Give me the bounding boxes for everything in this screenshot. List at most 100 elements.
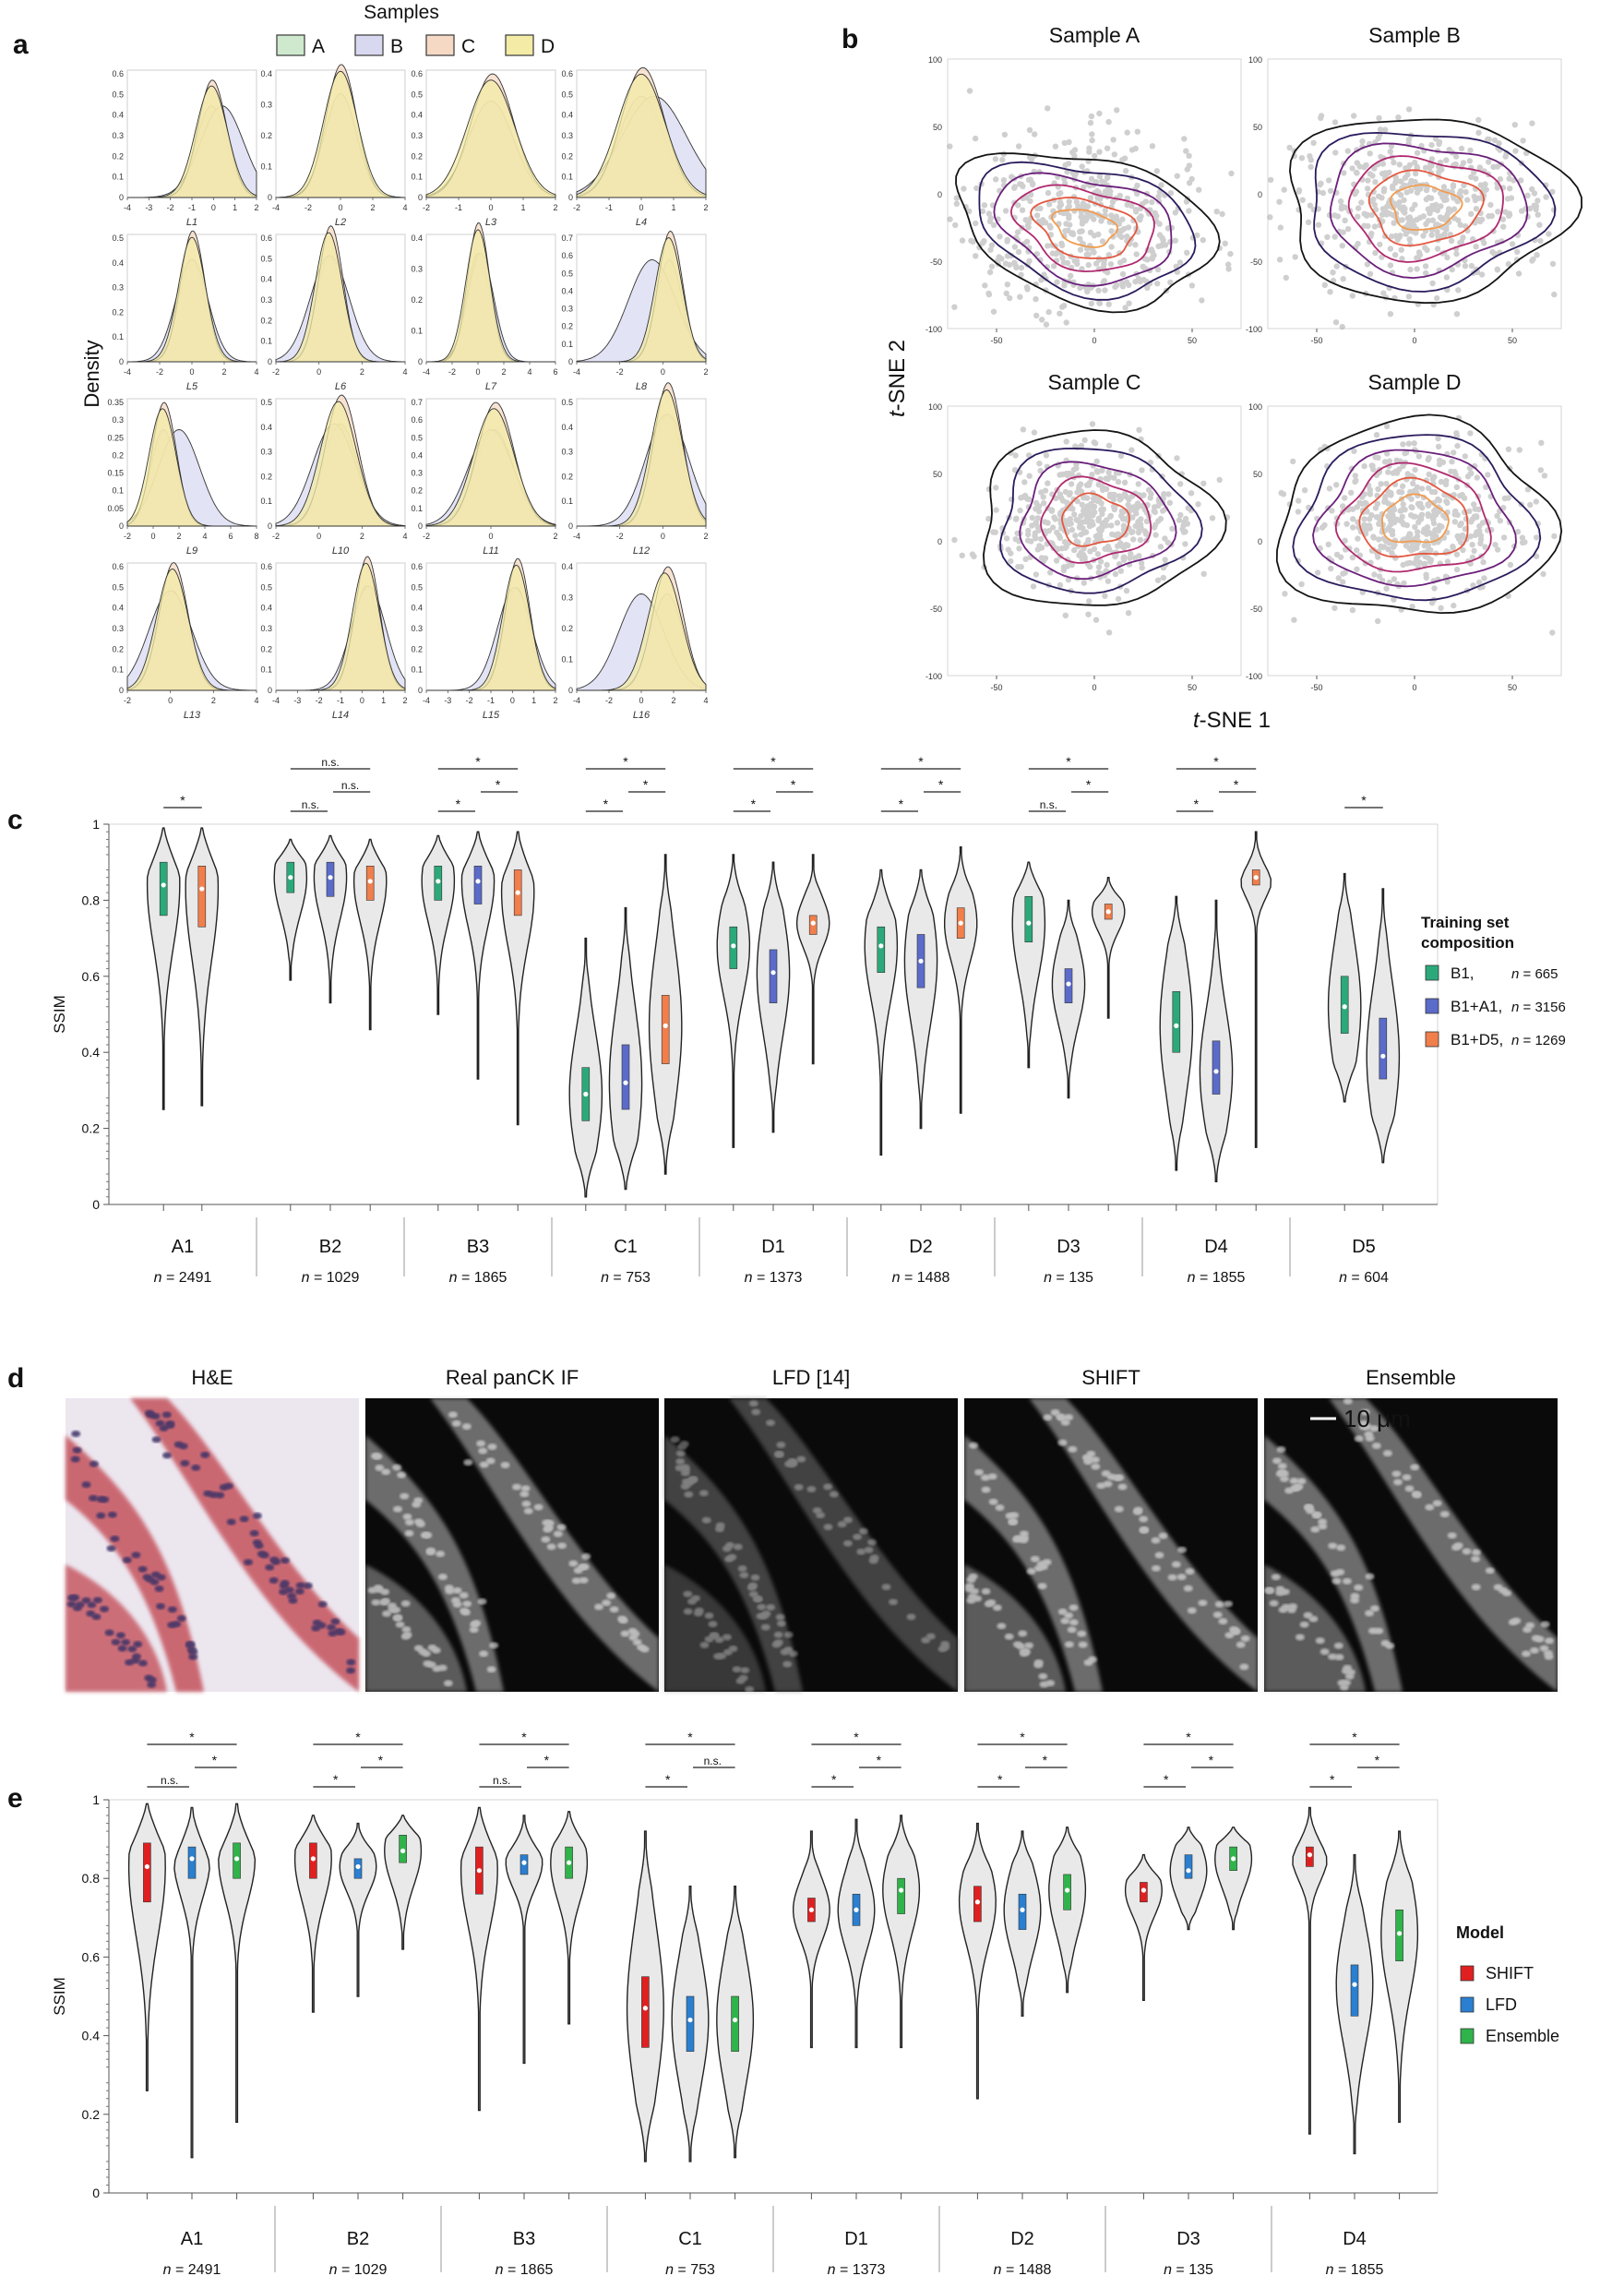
tsne-point [1057,310,1063,317]
tsne-point [1132,207,1140,213]
tsne-point [1124,195,1131,202]
tsne-point [1352,473,1359,479]
nucleus [533,1503,543,1511]
tsne-contour [1009,184,1155,273]
y-tick-label: 0.3 [260,448,272,457]
x-tick-label: 2 [221,367,226,377]
tsne-point [1087,563,1093,570]
tsne-point [1328,565,1334,572]
nucleus [766,1420,775,1427]
tsne-point [1086,598,1093,605]
nucleus [788,1650,798,1658]
tsne-point [1184,249,1190,256]
tsne-point [1414,189,1421,196]
x-tick-label: -3 [444,696,451,705]
tsne-point [1382,496,1389,502]
y-tick-label: 50 [933,470,942,479]
nucleus [1402,1474,1412,1481]
tsne-point [1376,536,1382,543]
subplot-xlabel: L6 [335,381,347,392]
x-tick-label: -1 [337,696,344,705]
x-tick-label: 0 [150,532,155,541]
tsne-point [1425,206,1432,212]
nucleus [462,1600,472,1608]
nucleus [1393,1479,1403,1486]
tsne-contour [1312,449,1517,588]
tsne-point [1053,557,1060,564]
nucleus [1269,1599,1279,1607]
tsne-point [1085,482,1093,488]
sig-label: * [1234,777,1239,792]
tsne-point [1471,193,1477,200]
tsne-point [1342,569,1349,576]
nucleus [265,1563,275,1571]
y-tick-label: 0.4 [561,111,573,120]
nucleus [1342,1577,1352,1585]
tsne-point [1530,256,1536,263]
violin-B3-B1 [421,834,456,1015]
micrograph-2 [664,1398,958,1693]
group-n-D3: n = 135 [1044,1270,1093,1286]
tsne-point [1062,162,1069,169]
n-value: = 1865 [458,1270,508,1286]
nucleus [1083,1458,1093,1466]
y-tick-label: 0 [268,686,272,695]
tsne-point [1122,305,1128,311]
tsne-point [1123,493,1129,500]
tsne-contour [1367,169,1486,247]
nucleus [1545,1637,1554,1645]
violin-median-D4-B1 [1174,1023,1179,1028]
tsne-point [990,222,997,229]
nucleus [161,1411,172,1419]
nucleus [1224,1600,1233,1608]
group-label-C1: C1 [678,2229,702,2249]
nucleus [579,1576,589,1584]
tsne-point [1308,157,1315,163]
nucleus [1336,1544,1346,1551]
x-tick-label: 50 [1188,336,1197,345]
legend-title-line1: Training set [1421,914,1510,931]
group-label-B3: B3 [513,2229,535,2249]
y-tick-label: 0.6 [411,415,423,425]
nucleus [1132,1508,1142,1515]
tsne-contour [1040,475,1152,564]
nucleus [988,1498,998,1505]
tsne-point [1062,612,1069,618]
y-tick-label: 0.3 [561,305,573,314]
nucleus [444,1585,454,1591]
y-tick-label: -50 [1250,258,1262,267]
violin-median-C1-LFD [687,2017,693,2023]
nucleus [745,1686,755,1693]
tsne-point [1088,113,1095,120]
y-tick-label: -50 [1250,605,1262,614]
tsne-point [1071,546,1078,554]
epithelium-band [729,1398,958,1692]
tsne-point [1458,145,1465,152]
nucleus [1367,1627,1378,1635]
nucleus [254,1542,264,1550]
tsne-point [1123,587,1130,594]
nucleus [1539,1645,1549,1652]
y-tick-label: 0 [119,193,124,202]
tsne-point [1338,205,1345,212]
nucleus [1334,1654,1344,1660]
tsne-point [1119,270,1127,278]
tsne-point [1054,545,1060,552]
x-tick-label: 4 [254,696,258,705]
nucleus [382,1610,391,1617]
nucleus [1315,1637,1325,1645]
violin-box-B3-B1A1 [473,866,483,904]
violin-median-D2-SHIFT [974,1899,980,1905]
nucleus [992,1604,1002,1611]
tsne-point [1414,529,1421,535]
tsne-point [1399,513,1405,520]
violin-B2-B1A1 [313,834,348,1004]
tsne-point [1276,198,1283,205]
tsne-point [1155,193,1162,200]
x-tick-label: 0 [661,367,665,377]
tsne-point [1412,201,1418,209]
tsne-point [1137,278,1143,285]
tsne-point [1398,178,1404,185]
